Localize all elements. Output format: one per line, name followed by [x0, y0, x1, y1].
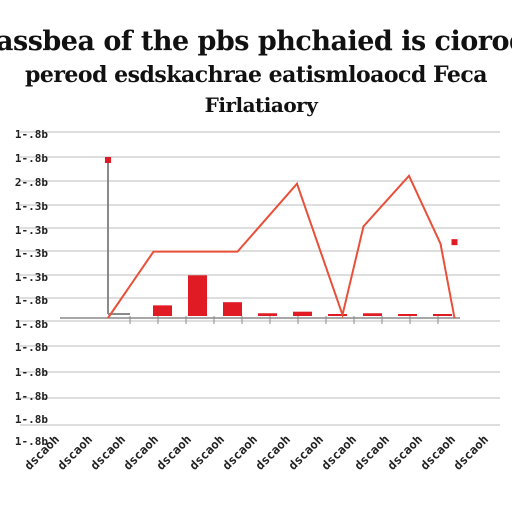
chart-title-line-3: Firlatiaory — [204, 93, 318, 117]
x-tick-label: dscaoh — [220, 432, 261, 473]
y-tick-label: 2-.8b — [15, 176, 48, 189]
y-tick-label: 1-.3b — [15, 271, 48, 284]
y-tick-label: 1-.8b — [15, 318, 48, 331]
x-tick-label: dscaoh — [385, 432, 426, 473]
x-tick-label: dscaoh — [55, 432, 96, 473]
y-tick-label: 1-.8b — [15, 152, 48, 165]
x-tick-label: dscaoh — [451, 432, 492, 473]
x-tick-label: dscaoh — [286, 432, 327, 473]
bar — [293, 311, 312, 316]
bar — [223, 302, 242, 316]
bar — [363, 313, 382, 316]
x-tick-label: dscaoh — [121, 432, 162, 473]
chart-title-line-1: assbea of the pbs phchaied is ciorod — [0, 26, 512, 57]
x-tick-label: dscaoh — [154, 432, 195, 473]
y-tick-label: 1-.8b — [15, 128, 48, 141]
bar — [328, 314, 347, 316]
series-line — [107, 174, 456, 319]
chart-title-line-2: pereod esdskachrae eatismloaocd Feca — [24, 62, 488, 88]
y-tick-label: 1-.3b — [15, 224, 48, 237]
x-tick-label: dscaoh — [187, 432, 228, 473]
y-tick-label: 1-.8b — [15, 390, 48, 403]
x-tick-label: dscaoh — [319, 432, 360, 473]
y-tick-label: 1-.3b — [15, 200, 48, 213]
line-marker — [105, 157, 111, 163]
line-marker — [451, 239, 458, 246]
chart-title: assbea of the pbs phchaied is ciorod per… — [0, 28, 512, 115]
bar — [258, 313, 277, 316]
y-tick-label: 1-.8b — [15, 435, 48, 448]
bar — [153, 305, 172, 316]
y-tick-label: 1-.8b — [15, 341, 48, 354]
y-tick-label: 1-.8b — [15, 366, 48, 379]
x-tick-label: dscaoh — [88, 432, 129, 473]
y-tick-label: 1-.8b — [15, 413, 48, 426]
x-tick-label: dscaoh — [253, 432, 294, 473]
bar — [188, 275, 207, 316]
x-tick-label: dscaoh — [352, 432, 393, 473]
x-tick-label: dscaoh — [418, 432, 459, 473]
y-tick-label: 1-.3b — [15, 247, 48, 260]
y-tick-label: 1-.8b — [15, 294, 48, 307]
bar — [433, 314, 452, 316]
bar — [398, 314, 417, 316]
